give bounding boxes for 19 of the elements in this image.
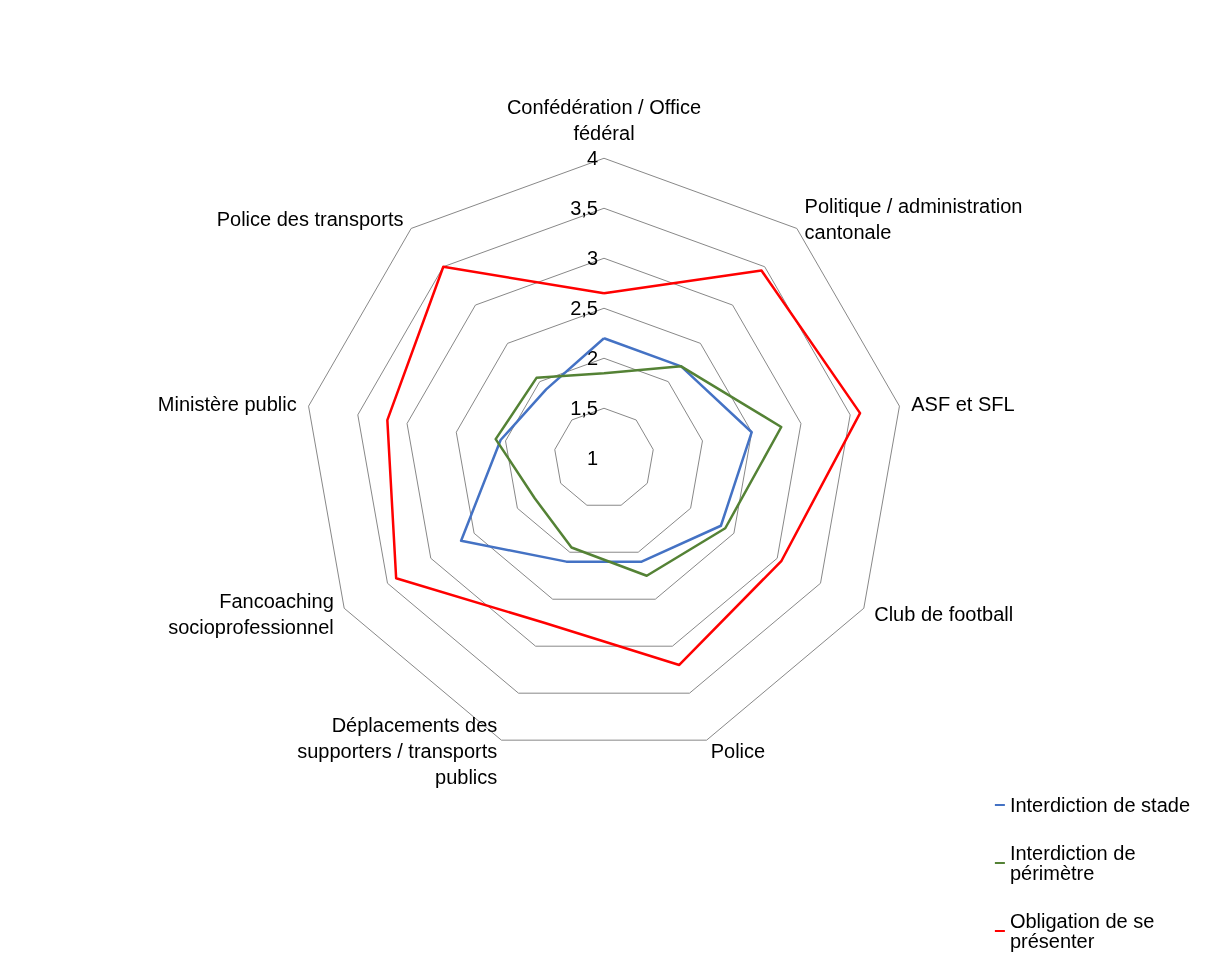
y-tick-label: 4 (586, 147, 598, 170)
legend-label: Interdiction de stade (1009, 794, 1191, 816)
legend-label: Obligation de se présenter (1009, 910, 1160, 952)
y-tick-label: 3 (586, 247, 598, 270)
spoke-label: ASF et SFL (911, 393, 1015, 416)
legend-label: Interdiction de périmètre (1009, 842, 1142, 884)
spoke-label: Club de football (874, 603, 1014, 626)
y-tick-label: 2,5 (570, 297, 598, 320)
y-tick-label: 1 (586, 447, 598, 470)
spoke-label: Fancoaching socioprofessionnel (168, 590, 334, 639)
y-tick-label: 2 (586, 347, 598, 370)
spoke-label: Police des transports (216, 208, 404, 231)
spoke-label: Déplacements des supporters / transports publics (297, 714, 498, 789)
y-tick-label: 3,5 (570, 197, 598, 220)
spoke-label: Police (710, 740, 766, 763)
spoke-label: Ministère public (157, 393, 297, 416)
spoke-label: Politique / administration cantonale (804, 195, 1023, 244)
spoke-label: Confédération / Office fédéral (506, 96, 702, 145)
y-tick-label: 1,5 (570, 397, 598, 420)
